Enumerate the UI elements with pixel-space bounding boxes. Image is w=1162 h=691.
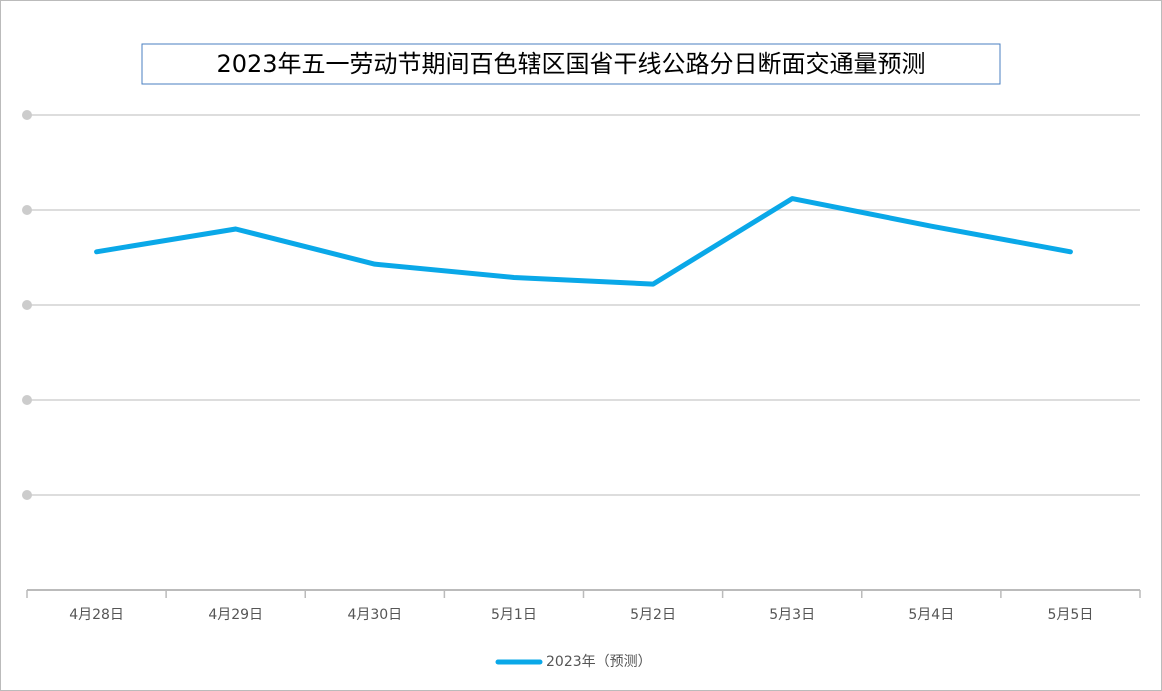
- x-tick-label: 4月29日: [208, 607, 263, 623]
- line-series: [94, 196, 1073, 287]
- x-tick-label: 5月5日: [1048, 607, 1094, 623]
- legend-label: 2023年（预测）: [546, 654, 652, 670]
- x-tick-label: 5月3日: [769, 607, 815, 623]
- x-tick-label: 4月28日: [69, 607, 124, 623]
- x-tick-label: 5月2日: [630, 607, 676, 623]
- y-tick-dot: [22, 110, 32, 120]
- title-box: [141, 43, 1001, 85]
- y-tick-dot: [22, 490, 32, 500]
- x-tick-label: 5月4日: [908, 607, 954, 623]
- y-tick-dot: [22, 300, 32, 310]
- y-tick-dot: [22, 205, 32, 215]
- x-tick-label: 4月30日: [347, 607, 402, 623]
- y-tick-dot: [22, 395, 32, 405]
- x-tick-label: 5月1日: [491, 607, 537, 623]
- chart-title: 2023年五一劳动节期间百色辖区国省干线公路分日断面交通量预测: [216, 50, 925, 78]
